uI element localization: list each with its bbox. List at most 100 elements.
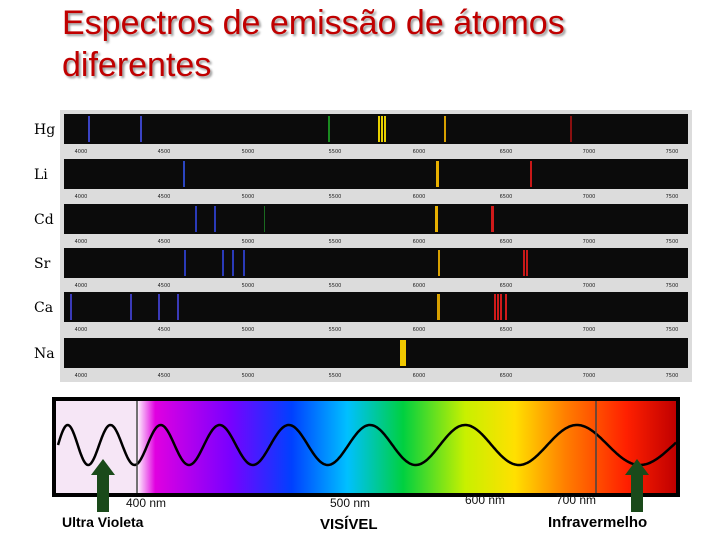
emission-line bbox=[530, 161, 532, 187]
ir-arrow bbox=[625, 459, 649, 512]
tick-label: 7500 bbox=[666, 239, 679, 245]
tick-label: 4000 bbox=[75, 327, 88, 333]
emission-line bbox=[437, 294, 440, 320]
tick-label: 6500 bbox=[500, 194, 513, 200]
emission-line bbox=[130, 294, 132, 320]
emission-line bbox=[435, 206, 438, 232]
tick-label: 4000 bbox=[75, 194, 88, 200]
nm-label-400: 400 nm bbox=[126, 496, 167, 510]
tick-label: 4000 bbox=[75, 283, 88, 289]
spectra-rows: Hg 4000 4500 5000 5500 6000 6500 7000 7500 Li 4000… bbox=[34, 114, 688, 379]
tick-label: 5500 bbox=[329, 373, 342, 379]
infrared-label: Infravermelho bbox=[548, 514, 648, 531]
tick-label: 6000 bbox=[413, 239, 426, 245]
emission-line bbox=[243, 250, 245, 276]
tick-label: 5000 bbox=[242, 194, 255, 200]
tick-label: 5000 bbox=[242, 149, 255, 155]
emission-line bbox=[523, 250, 525, 276]
emission-line bbox=[183, 161, 185, 187]
tick-label: 7000 bbox=[583, 239, 596, 245]
emission-line bbox=[140, 116, 142, 142]
wave-curve bbox=[56, 423, 677, 467]
tick-label: 6500 bbox=[500, 373, 513, 379]
tick-label: 4500 bbox=[158, 373, 171, 379]
tick-label: 6000 bbox=[413, 283, 426, 289]
emission-line bbox=[214, 206, 216, 232]
tick-label: 6000 bbox=[413, 194, 426, 200]
tick-label: 4500 bbox=[158, 283, 171, 289]
emission-line bbox=[232, 250, 234, 276]
tick-label: 4500 bbox=[158, 194, 171, 200]
emission-line bbox=[264, 206, 265, 232]
tick-label: 5000 bbox=[242, 373, 255, 379]
emission-line bbox=[505, 294, 507, 320]
spectrum-band-sr bbox=[64, 248, 688, 278]
tick-label: 5500 bbox=[329, 283, 342, 289]
tick-label: 4500 bbox=[158, 239, 171, 245]
element-symbol-ca: Ca bbox=[34, 300, 53, 316]
nm-label-700: 700 nm bbox=[556, 493, 597, 507]
visible-spectrum-gradient bbox=[56, 401, 676, 493]
nm-label-600: 600 nm bbox=[465, 493, 506, 507]
tick-label: 7000 bbox=[583, 373, 596, 379]
emission-line bbox=[177, 294, 179, 320]
spectrum-band-ca bbox=[64, 292, 688, 322]
tick-label: 5000 bbox=[242, 239, 255, 245]
emission-line bbox=[494, 294, 496, 320]
emission-line bbox=[500, 294, 502, 320]
emission-line bbox=[381, 116, 383, 142]
tick-label: 6000 bbox=[413, 149, 426, 155]
tick-label: 5500 bbox=[329, 149, 342, 155]
tick-label: 6500 bbox=[500, 327, 513, 333]
spectrum-band-na bbox=[64, 338, 688, 368]
ultraviolet-label: Ultra Violeta bbox=[62, 514, 144, 530]
emission-line bbox=[222, 250, 224, 276]
emission-line bbox=[328, 116, 330, 142]
tick-label: 5500 bbox=[329, 194, 342, 200]
tick-label: 5500 bbox=[329, 239, 342, 245]
spectra-background bbox=[60, 110, 692, 382]
emission-line bbox=[570, 116, 572, 142]
tick-label: 7500 bbox=[666, 283, 679, 289]
tick-label: 7500 bbox=[666, 373, 679, 379]
tick-label: 7000 bbox=[583, 149, 596, 155]
emission-line bbox=[70, 294, 72, 320]
emission-line bbox=[378, 116, 380, 142]
tick-label: 4500 bbox=[158, 149, 171, 155]
emission-line bbox=[184, 250, 186, 276]
element-symbol-na: Na bbox=[34, 346, 55, 362]
spectrum-band-hg bbox=[64, 114, 688, 144]
element-symbol-sr: Sr bbox=[34, 256, 51, 272]
emission-line bbox=[497, 294, 499, 320]
emission-line bbox=[438, 250, 440, 276]
emission-line bbox=[436, 161, 439, 187]
tick-label: 4000 bbox=[75, 149, 88, 155]
emission-line bbox=[526, 250, 528, 276]
spectrum-band-cd bbox=[64, 204, 688, 234]
tick-label: 7500 bbox=[666, 149, 679, 155]
spectrum-band-li bbox=[64, 159, 688, 189]
nm-label-500: 500 nm bbox=[330, 496, 371, 510]
emission-line bbox=[403, 340, 406, 366]
tick-label: 5500 bbox=[329, 327, 342, 333]
tick-label: 4000 bbox=[75, 239, 88, 245]
element-symbol-li: Li bbox=[34, 167, 48, 183]
tick-label: 7000 bbox=[583, 283, 596, 289]
slide-title: Espectros de emissão de átomos diferente… bbox=[62, 4, 565, 84]
uv-arrow bbox=[91, 459, 115, 512]
tick-label: 7000 bbox=[583, 327, 596, 333]
tick-label: 6500 bbox=[500, 239, 513, 245]
tick-label: 4000 bbox=[75, 373, 88, 379]
tick-label: 6000 bbox=[413, 327, 426, 333]
element-symbol-hg: Hg bbox=[34, 122, 55, 138]
tick-label: 7500 bbox=[666, 194, 679, 200]
tick-label: 4500 bbox=[158, 327, 171, 333]
tick-label: 6500 bbox=[500, 283, 513, 289]
emission-line bbox=[195, 206, 197, 232]
emission-line bbox=[384, 116, 386, 142]
emission-line bbox=[444, 116, 446, 142]
tick-label: 6000 bbox=[413, 373, 426, 379]
tick-label: 5000 bbox=[242, 327, 255, 333]
